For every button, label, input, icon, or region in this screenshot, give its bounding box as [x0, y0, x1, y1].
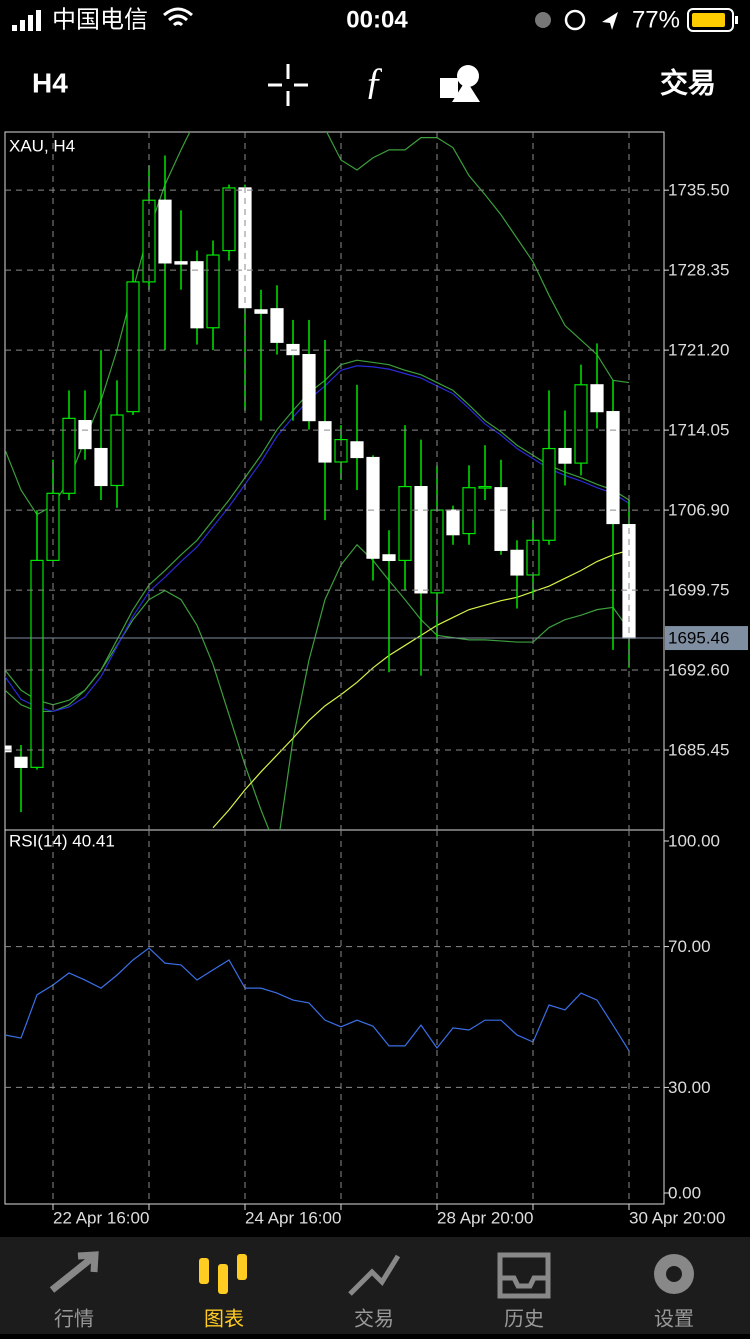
current-price-box: [665, 626, 748, 651]
candle-body: [14, 756, 28, 768]
axes: 1735.50 1728.35 1721.20 1714.05 1706.90 1699.…: [5, 132, 748, 1227]
current-price-label: 1695.46: [668, 629, 729, 648]
candle-body: [5, 745, 12, 753]
candle-body: [286, 343, 300, 356]
candle-body: [574, 384, 588, 464]
indicator-line: [5, 365, 630, 713]
candle-body: [558, 447, 572, 464]
moon-icon: [535, 12, 551, 28]
trade-button[interactable]: 交易: [660, 66, 716, 98]
candle-body: [62, 417, 76, 494]
candle-body: [30, 559, 44, 768]
location-icon: [602, 12, 618, 30]
tabs: 行情 图表 交易 历史 设置: [49, 1251, 694, 1330]
battery-icon: [687, 8, 734, 32]
candle-body: [206, 254, 220, 329]
tab-label[interactable]: 行情: [54, 1307, 94, 1330]
candle-body: [510, 549, 524, 576]
tab-label[interactable]: 设置: [654, 1307, 694, 1330]
indicators-button[interactable]: ƒ: [365, 61, 384, 103]
candle-body: [318, 421, 332, 463]
candle-body: [446, 509, 460, 536]
tab-label[interactable]: 交易: [354, 1307, 394, 1330]
x-tick-label: 28 Apr 20:00: [437, 1208, 533, 1227]
wifi-icon: [163, 7, 193, 27]
y-tick-label: 1706.90: [668, 501, 729, 520]
battery-level: 77%: [632, 6, 680, 33]
y-tick-label: 1721.20: [668, 341, 729, 360]
candle-body: [414, 485, 428, 594]
candle-body: [78, 419, 92, 450]
chart-title: XAU, H4: [9, 136, 75, 155]
candle-body: [174, 261, 188, 265]
x-tick-label: 30 Apr 20:00: [629, 1208, 725, 1227]
candle-body: [350, 441, 364, 459]
y-tick-label: 30.00: [668, 1078, 711, 1097]
candle-body: [334, 439, 348, 463]
y-tick-label: 100.00: [668, 831, 720, 850]
candle-body: [270, 308, 284, 343]
candle-body: [478, 485, 492, 489]
y-tick-label: 70.00: [668, 937, 711, 956]
timeframe-button[interactable]: H4: [32, 67, 68, 98]
candle-body: [590, 384, 604, 413]
candle-body: [366, 456, 380, 559]
rsi-plot: [5, 947, 630, 1052]
history-tab-icon: [497, 1252, 551, 1299]
y-tick-label: 1699.75: [668, 581, 729, 600]
candle-body: [302, 353, 316, 422]
candle-body: [158, 199, 172, 264]
tab-label[interactable]: 图表: [204, 1307, 244, 1330]
toolbar: H4 ƒ 交易: [32, 61, 716, 106]
y-tick-label: 0.00: [668, 1183, 701, 1202]
indicator-line: [5, 359, 630, 706]
trade-tab-icon: [348, 1254, 401, 1296]
y-tick-label: 1714.05: [668, 421, 729, 440]
status-bar: 中国电信 00:04 77%: [12, 6, 738, 33]
candle-body: [110, 414, 124, 487]
settings-tab-icon: [654, 1254, 694, 1294]
y-tick-label: 1685.45: [668, 741, 729, 760]
signal-icon: [12, 10, 41, 31]
carrier: 中国电信: [52, 6, 148, 33]
candle-body: [222, 187, 236, 252]
clock: 00:04: [346, 6, 408, 33]
candle-body: [126, 281, 140, 413]
x-tick-label: 24 Apr 16:00: [245, 1208, 341, 1227]
indicator-line: [5, 132, 630, 516]
candle-body: [542, 447, 556, 541]
tab-bar: [0, 1237, 750, 1334]
rsi-title: RSI(14) 40.41: [9, 831, 115, 850]
indicator-line: [5, 543, 630, 830]
candle-body: [398, 485, 412, 562]
y-tick-label: 1728.35: [668, 261, 729, 280]
y-tick-label: 1692.60: [668, 661, 729, 680]
battery-fill: [692, 13, 725, 27]
candle-body: [526, 539, 540, 576]
main-plot: [5, 132, 664, 830]
candle-body: [382, 554, 396, 562]
candle-body: [494, 487, 508, 551]
tab-label[interactable]: 历史: [504, 1307, 544, 1330]
rsi-frame: [4, 829, 665, 1205]
x-tick-label: 22 Apr 16:00: [53, 1208, 149, 1227]
crosshair-button[interactable]: [268, 64, 308, 106]
candle-body: [606, 411, 620, 525]
chart-tab-icon: [199, 1254, 247, 1294]
objects-button[interactable]: [440, 65, 480, 102]
indicator-line: [5, 947, 630, 1052]
battery-tip: [735, 16, 738, 24]
quotes-tab-icon: [49, 1251, 99, 1293]
y-tick-label: 1735.50: [668, 181, 729, 200]
candle-body: [94, 447, 108, 487]
lock-icon: [564, 9, 586, 31]
candle-body: [462, 487, 476, 535]
candle-body: [190, 261, 204, 329]
candle-body: [254, 309, 268, 314]
